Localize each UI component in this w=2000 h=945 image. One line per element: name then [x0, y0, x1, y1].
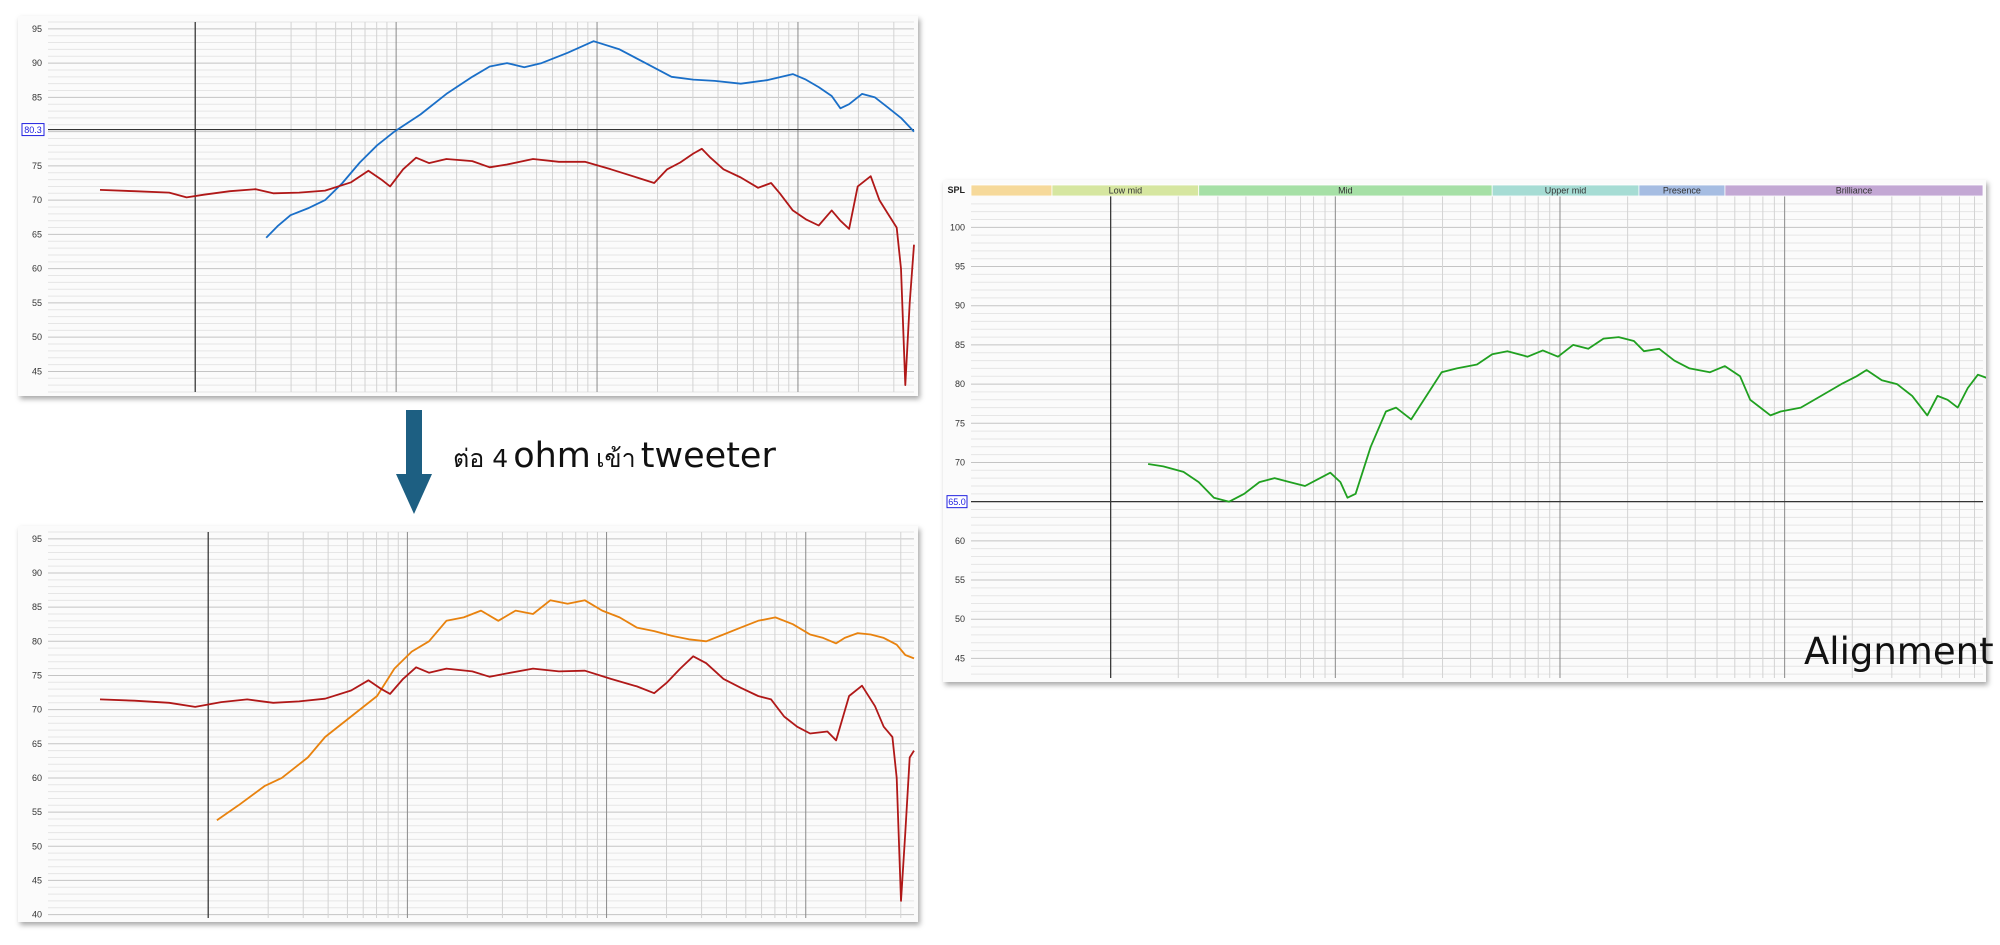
y-tick-label: 55	[32, 807, 42, 817]
y-tick-label: 50	[955, 614, 965, 624]
y-tick-label: 45	[955, 653, 965, 663]
chart-panel-bottom: 40 45 50 55 60 65 70 75 80 85 90 95	[18, 526, 918, 922]
down-arrow-icon	[396, 410, 432, 514]
y-tick-label: 65	[32, 229, 42, 239]
y-tick-label: 70	[32, 195, 42, 205]
y-tick-label: 90	[32, 58, 42, 68]
y-tick-label: 60	[32, 773, 42, 783]
chart-panel-alignment: 4550556065707580859095100Low midMidUpper…	[943, 180, 1986, 682]
y-tick-label: 90	[32, 568, 42, 578]
y-tick-label: 70	[955, 457, 965, 467]
band-label: Presence	[1663, 186, 1701, 196]
y-tick-label: 65	[32, 739, 42, 749]
frequency-response-chart-bottom: 40 45 50 55 60 65 70 75 80 85 90 95	[32, 531, 915, 920]
y-tick-label: 85	[955, 340, 965, 350]
y-tick-label: 80	[32, 636, 42, 646]
y-tick-label: 70	[32, 705, 42, 715]
reference-value: 80.3	[24, 125, 42, 135]
frequency-response-chart-alignment: 4550556065707580859095100Low midMidUpper…	[946, 184, 1986, 678]
chart-panel-top: 455055606570758085909580.3	[18, 16, 918, 396]
y-tick-label: 50	[32, 332, 42, 342]
y-tick-label: 80	[955, 379, 965, 389]
y-tick-label: 95	[32, 24, 42, 34]
annotation-middle: เข้า	[596, 444, 636, 473]
y-tick-label: 75	[32, 161, 42, 171]
y-tick-label: 55	[955, 575, 965, 585]
y-tick-label: 90	[955, 301, 965, 311]
y-tick-label: 100	[950, 222, 965, 232]
y-tick-label: 95	[32, 534, 42, 544]
annotation-target: tweeter	[640, 436, 776, 476]
y-tick-label: 85	[32, 92, 42, 102]
y-tick-label: 55	[32, 298, 42, 308]
plot-area	[48, 532, 914, 918]
y-tick-label: 60	[955, 536, 965, 546]
band-label: Low mid	[1109, 186, 1143, 196]
y-tick-label: 95	[955, 262, 965, 272]
alignment-label: Alignment	[1804, 630, 1994, 673]
series-line-2	[99, 147, 915, 387]
band-label: Upper mid	[1545, 186, 1587, 196]
y-tick-label: 45	[32, 366, 42, 376]
annotation-text: ต่อ 4 ohm เข้า tweeter	[453, 436, 776, 479]
reference-value: 65.0	[948, 497, 966, 507]
series-line-1	[216, 599, 915, 822]
y-tick-label: 45	[32, 875, 42, 885]
reference-marker	[946, 495, 968, 509]
band-label: Mid	[1338, 186, 1353, 196]
band-label: Brilliance	[1836, 186, 1873, 196]
y-tick-label: 75	[955, 418, 965, 428]
series-line-1	[265, 40, 915, 239]
annotation-unit: ohm	[513, 436, 591, 476]
band	[1724, 184, 1984, 197]
y-axis-label: SPL	[947, 185, 965, 195]
y-tick-label: 85	[32, 602, 42, 612]
plot-area	[971, 196, 1983, 678]
band	[970, 184, 1053, 197]
reference-marker	[21, 123, 45, 137]
series-line-1	[1147, 336, 1986, 503]
y-tick-label: 75	[32, 670, 42, 680]
frequency-response-chart-top: 455055606570758085909580.3	[21, 21, 915, 393]
y-tick-label: 40	[32, 910, 42, 920]
annotation-prefix: ต่อ 4	[453, 444, 509, 473]
series-line-2	[99, 655, 915, 902]
y-tick-label: 60	[32, 264, 42, 274]
y-tick-label: 50	[32, 841, 42, 851]
